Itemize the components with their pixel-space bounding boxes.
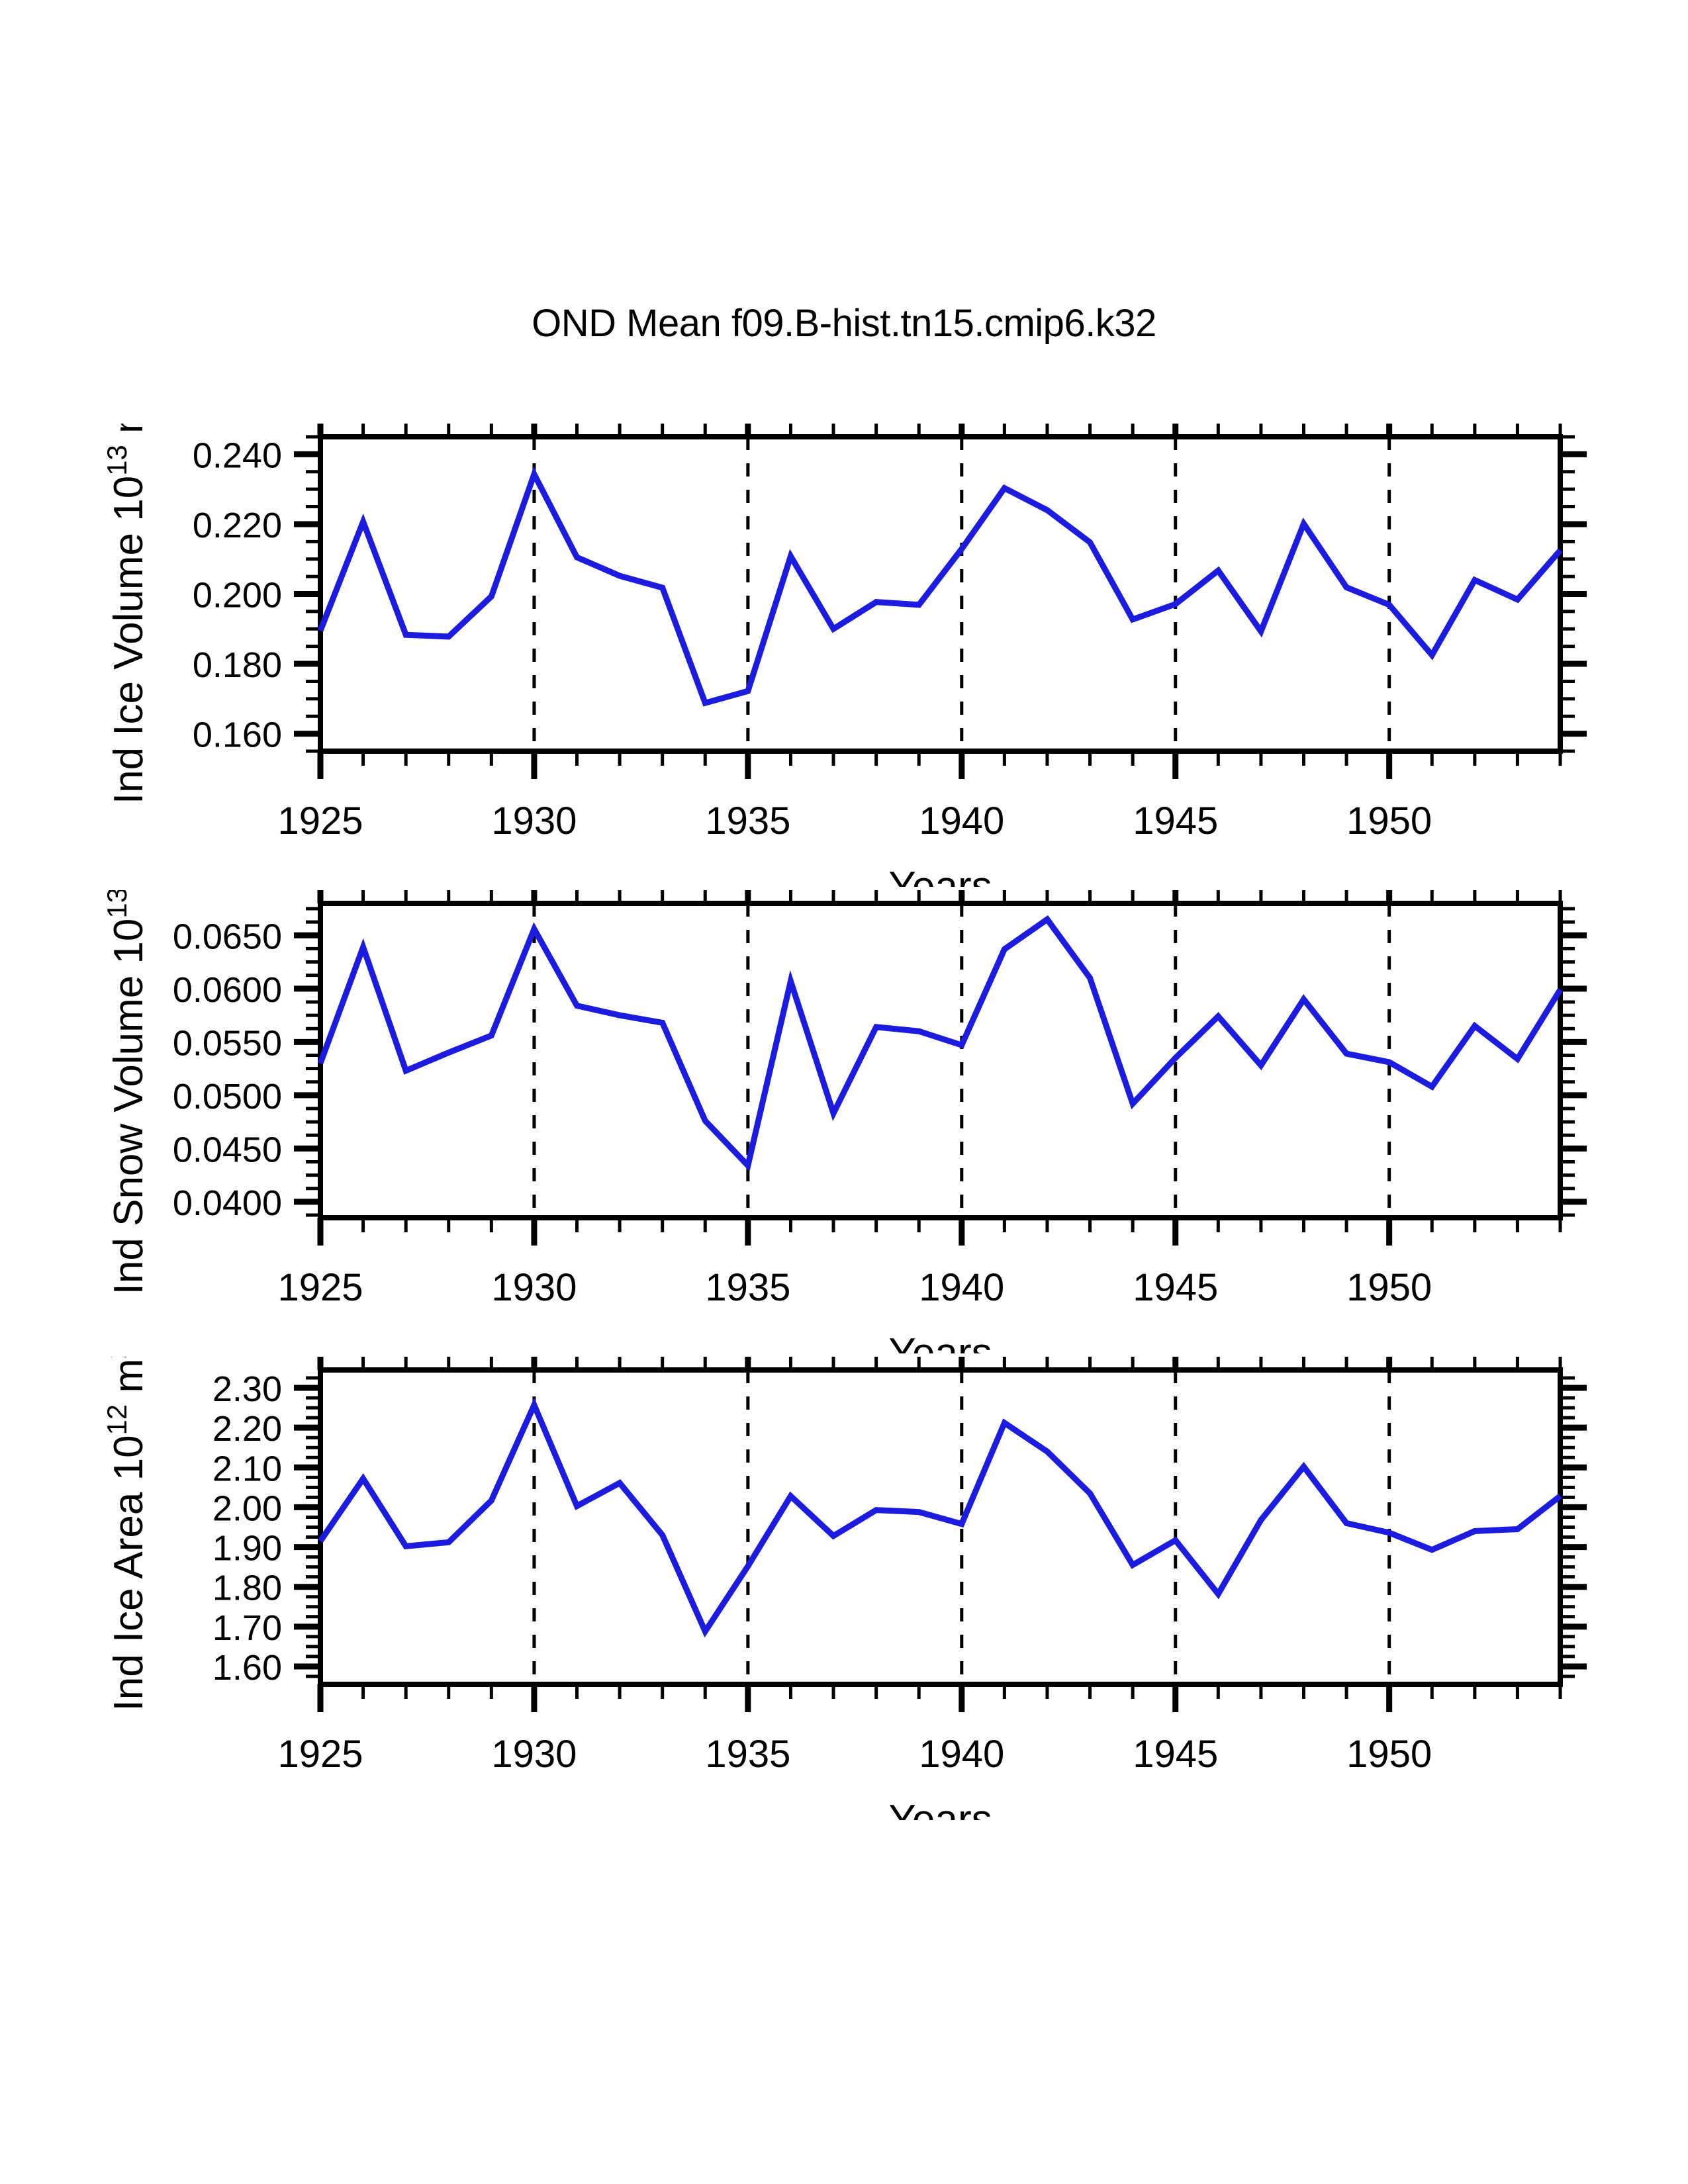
y-ticks	[294, 435, 1587, 753]
x-tick-label: 1935	[705, 1266, 790, 1309]
y-tick-label: 0.220	[193, 506, 282, 545]
y-tick-label: 0.240	[193, 435, 282, 475]
x-tick-labels: 1925 1930 1935 1940 1945 1950	[277, 799, 1432, 842]
y-axis-label-main: Ind Ice Area 10	[106, 1435, 152, 1711]
x-tick-label: 1925	[277, 799, 363, 842]
y-ticks	[294, 1376, 1587, 1678]
x-tick-label: 1945	[1133, 1733, 1218, 1776]
y-tick-label: 2.20	[212, 1409, 282, 1449]
y-tick-label: 0.160	[193, 715, 282, 755]
data-series-line	[317, 915, 1563, 1172]
x-tick-label: 1930	[491, 1733, 577, 1776]
x-tick-label: 1950	[1346, 799, 1432, 842]
plot-ind-ice-area: 1.601.701.801.902.002.102.202.30 1925 1930…	[101, 1357, 1587, 1820]
x-tick-label: 1950	[1346, 1733, 1432, 1776]
svg-text:Ind Ice Volume 1013 m3: Ind Ice Volume 1013 m3	[101, 424, 152, 804]
plot-ind-snow-volume: 0.0400 0.0450 0.0500 0.0550 0.0600 0.0650 1925…	[101, 890, 1587, 1353]
panel-ind-snow-volume: 0.0400 0.0450 0.0500 0.0550 0.0600 0.0650 1925…	[0, 890, 1688, 1353]
x-ticks	[317, 1357, 1562, 1712]
chart-title: OND Mean f09.B-hist.tn15.cmip6.k32	[532, 302, 1156, 345]
y-tick-label: 2.10	[212, 1449, 282, 1488]
y-axis-label-main: Ind Ice Volume 10	[106, 476, 152, 804]
x-tick-label: 1940	[919, 1266, 1004, 1309]
x-tick-label: 1950	[1346, 1266, 1432, 1309]
y-axis-label-exponent: 13	[101, 890, 132, 919]
x-ticks	[317, 424, 1562, 779]
y-tick-label: 1.70	[212, 1608, 282, 1648]
panel-ind-ice-volume: 0.160 0.180 0.200 0.220 0.240 1925 1930 1935 194…	[0, 424, 1688, 887]
x-tick-labels: 1925 1930 1935 1940 1945 1950	[277, 1266, 1432, 1309]
x-tick-label: 1925	[277, 1733, 363, 1776]
panel-ind-ice-area: 1.60 1.70 1.80 1.90 2.00 2.10 2.20 2.30 1925 1930…	[0, 1357, 1688, 1820]
y-tick-label: 0.0500	[173, 1077, 282, 1116]
x-tick-label: 1935	[705, 1733, 790, 1776]
y-axis-label-unit: m	[106, 424, 152, 445]
y-tick-label: 0.0600	[173, 970, 282, 1010]
y-axis-label: Ind Snow Volume 1013 m3	[101, 890, 152, 1295]
x-tick-label: 1940	[919, 799, 1004, 842]
x-tick-labels: 1925 1930 1935 1940 1945 1950	[277, 1733, 1432, 1776]
y-tick-labels: 0.160 0.180 0.200 0.220 0.240	[193, 435, 282, 754]
x-tick-label: 1930	[491, 799, 577, 842]
x-axis-label: Years	[888, 1330, 992, 1353]
y-tick-labels: 0.0400 0.0450 0.0500 0.0550 0.0600 0.0650	[173, 917, 282, 1223]
x-axis-label: Years	[888, 864, 992, 887]
plot-ind-ice-volume: 0.160 0.180 0.200 0.220 0.240 1925 1930 1935 194…	[101, 424, 1587, 887]
svg-text:Ind Ice Area 1012 m2: Ind Ice Area 1012 m2	[101, 1357, 152, 1711]
data-series-line	[318, 1397, 1562, 1638]
y-tick-label: 0.180	[193, 645, 282, 685]
y-axis-label-unit-exponent: 2	[101, 1357, 132, 1359]
y-axis-label: Ind Ice Area 1012 m2	[101, 1357, 152, 1711]
y-tick-label: 0.0450	[173, 1130, 282, 1169]
plot-frame	[318, 434, 1563, 754]
y-tick-label: 2.30	[212, 1369, 282, 1409]
x-tick-label: 1945	[1133, 799, 1218, 842]
y-tick-label: 0.0650	[173, 917, 282, 956]
y-tick-label: 1.60	[212, 1648, 282, 1688]
x-ticks	[317, 890, 1562, 1246]
x-tick-label: 1945	[1133, 1266, 1218, 1309]
y-axis-label-main: Ind Snow Volume 10	[106, 919, 152, 1295]
y-tick-label: 0.0550	[173, 1023, 282, 1063]
x-axis-label: Years	[888, 1797, 992, 1820]
y-tick-label: 1.90	[212, 1529, 282, 1569]
y-axis-label-exponent: 12	[101, 1404, 132, 1435]
y-tick-label: 0.200	[193, 576, 282, 615]
x-tick-label: 1925	[277, 1266, 363, 1309]
y-axis-label-unit: m	[106, 1359, 152, 1404]
svg-text:Ind Snow Volume 1013 m3: Ind Snow Volume 1013 m3	[101, 890, 152, 1295]
data-series-line	[317, 467, 1563, 707]
y-tick-label: 1.80	[212, 1569, 282, 1608]
y-tick-label: 2.00	[212, 1488, 282, 1528]
y-tick-label: 0.0400	[173, 1183, 282, 1223]
x-tick-label: 1930	[491, 1266, 577, 1309]
x-tick-label: 1935	[705, 799, 790, 842]
y-tick-labels: 1.601.701.801.902.002.102.202.30	[212, 1369, 282, 1688]
y-ticks	[294, 907, 1587, 1217]
x-tick-label: 1940	[919, 1733, 1004, 1776]
y-axis-label-exponent: 13	[101, 445, 132, 476]
y-axis-label: Ind Ice Volume 1013 m3	[101, 424, 152, 804]
